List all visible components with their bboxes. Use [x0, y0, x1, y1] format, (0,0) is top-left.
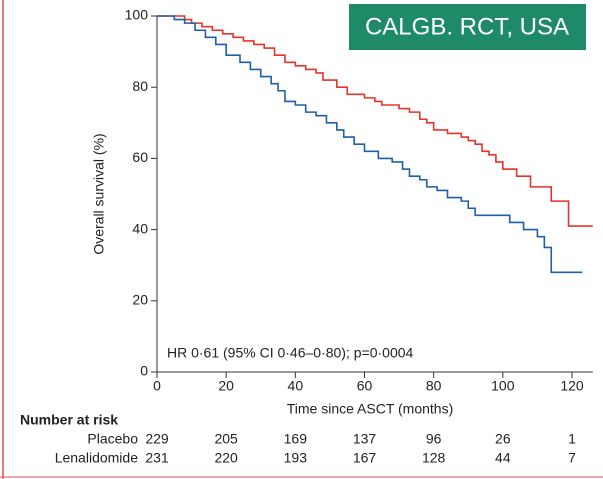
- risk-count: 7: [568, 450, 576, 466]
- risk-row-label: Placebo: [87, 431, 138, 447]
- y-tick-label: 80: [132, 78, 148, 94]
- risk-count: 167: [353, 450, 377, 466]
- y-tick-label: 40: [132, 220, 148, 236]
- risk-count: 231: [145, 450, 169, 466]
- y-tick-label: 0: [140, 363, 148, 379]
- risk-count: 1: [568, 431, 576, 447]
- survival-curve: [157, 15, 583, 274]
- badge: CALGB. RCT, USA: [365, 13, 569, 40]
- y-axis-title: Overall survival (%): [91, 133, 107, 254]
- risk-count: 26: [495, 431, 511, 447]
- risk-count: 205: [214, 431, 238, 447]
- x-tick-label: 20: [218, 378, 234, 394]
- annotation: HR 0·61 (95% CI 0·46–0·80); p=0·0004: [167, 345, 414, 361]
- risk-count: 137: [353, 431, 377, 447]
- x-tick-label: 0: [153, 378, 161, 394]
- risk-count: 229: [145, 431, 169, 447]
- risk-row-label: Lenalidomide: [55, 450, 138, 466]
- x-tick-label: 120: [560, 378, 584, 394]
- y-tick-label: 100: [125, 7, 149, 23]
- x-tick-label: 60: [357, 378, 373, 394]
- x-tick-label: 40: [288, 378, 304, 394]
- x-axis-title: Time since ASCT (months): [287, 401, 454, 417]
- survival-curve: [157, 15, 593, 227]
- y-tick-label: 60: [132, 149, 148, 165]
- y-tick-label: 20: [132, 292, 148, 308]
- risk-count: 193: [284, 450, 308, 466]
- risk-count: 96: [426, 431, 442, 447]
- risk-count: 128: [422, 450, 446, 466]
- risk-count: 220: [214, 450, 238, 466]
- risk-count: 44: [495, 450, 511, 466]
- badge-box: [349, 4, 586, 50]
- risk-title: Number at risk: [20, 412, 118, 428]
- x-tick-label: 80: [426, 378, 442, 394]
- x-tick-label: 100: [491, 378, 515, 394]
- risk-count: 169: [284, 431, 308, 447]
